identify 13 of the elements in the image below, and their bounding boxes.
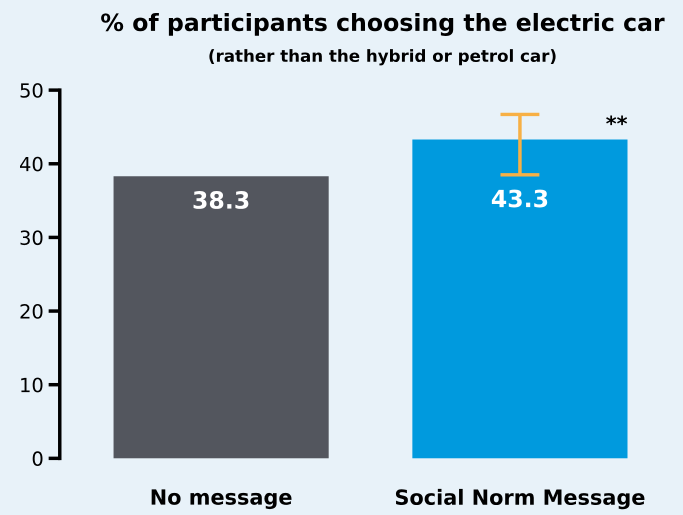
- y-tick-label: 50: [20, 83, 42, 98]
- y-tick-label: 30: [20, 230, 42, 246]
- data-label: 43.3: [492, 190, 548, 208]
- y-tick-label: 40: [20, 156, 42, 172]
- y-tick-label: 10: [21, 378, 42, 392]
- data-label: 38.3: [194, 191, 248, 209]
- y-tick-label: 20: [20, 304, 42, 319]
- y-tick-label: 0: [32, 451, 42, 466]
- annotation: **: [606, 116, 628, 126]
- x-tick-label: No message: [152, 489, 292, 510]
- chart-title: % of participants choosing the electric car: [101, 12, 665, 36]
- chart-subtitle: (rather than the hybrid or petrol car): [209, 49, 556, 66]
- x-tick-label: Social Norm Message: [396, 488, 644, 510]
